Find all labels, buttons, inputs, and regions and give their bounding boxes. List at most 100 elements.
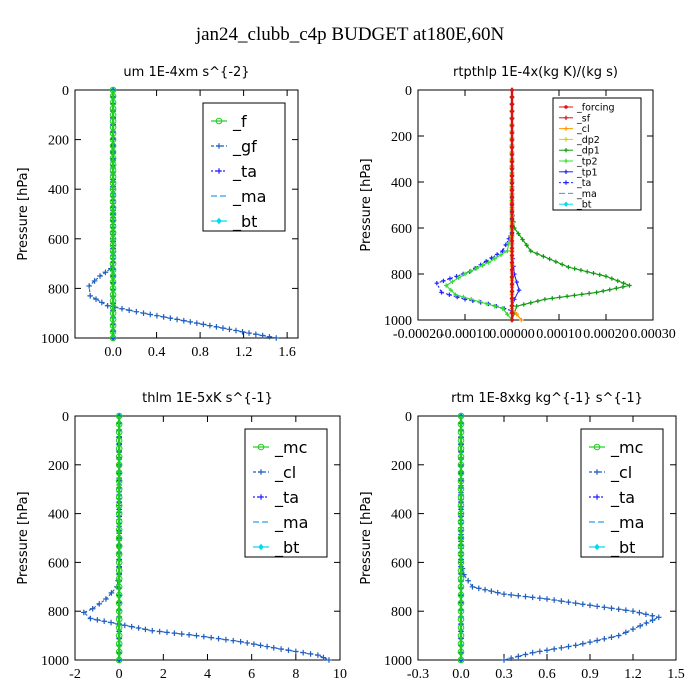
data-point: [96, 601, 103, 607]
legend-marker: [563, 158, 569, 164]
data-point: [521, 302, 526, 307]
data-point: [109, 123, 117, 131]
legend-label: _ma: [232, 187, 266, 207]
y-tick-label: 200: [48, 134, 69, 149]
data-point: [510, 181, 514, 186]
data-point: [559, 262, 565, 267]
x-tick-label: 0.00000: [489, 327, 535, 342]
data-point: [510, 88, 514, 92]
data-point: [239, 329, 246, 335]
legend-label: _tp1: [576, 167, 598, 178]
data-point: [194, 320, 200, 326]
data-point: [122, 622, 128, 629]
data-point: [587, 291, 592, 296]
data-point: [253, 331, 259, 338]
x-tick-label: 1.2: [235, 345, 253, 360]
legend-marker: [563, 126, 569, 131]
legend-marker: [563, 148, 569, 153]
data-point: [259, 332, 266, 339]
data-point: [488, 588, 495, 594]
plot-frame: [417, 89, 654, 321]
legend-marker: [563, 137, 569, 142]
legend-marker: [257, 443, 265, 451]
data-point: [109, 185, 117, 193]
data-point: [501, 657, 507, 663]
legend-label: _bt: [232, 212, 257, 232]
x-tick-label: 0.0: [452, 667, 470, 682]
data-point: [580, 601, 586, 608]
data-point: [109, 99, 117, 106]
data-point: [580, 640, 586, 647]
data-point: [115, 648, 123, 656]
data-point: [510, 239, 514, 243]
data-point: [109, 210, 117, 218]
data-point: [457, 640, 465, 648]
data-point: [457, 599, 465, 607]
legend-marker: [563, 180, 569, 185]
data-point: [637, 623, 643, 629]
data-point: [266, 333, 273, 340]
plot-frame: [74, 89, 299, 339]
legend: _mc _cl _ta _ma _bt: [580, 428, 664, 558]
data-point: [97, 273, 103, 279]
data-point: [515, 653, 522, 660]
data-point: [528, 248, 533, 254]
data-point: [215, 635, 222, 642]
data-point: [501, 591, 507, 597]
data-point: [109, 111, 117, 119]
data-point: [519, 317, 524, 323]
data-point: [630, 626, 636, 632]
y-tick-label: 0: [62, 84, 69, 99]
data-point: [115, 575, 123, 582]
data-point: [457, 526, 465, 534]
data-point: [537, 648, 543, 655]
x-tick-label: 0.6: [538, 667, 556, 682]
y-tick-label: 800: [48, 282, 69, 297]
data-point: [510, 246, 514, 250]
legend: _mc _cl _ta _ma _bt: [244, 428, 328, 558]
data-point: [171, 630, 178, 636]
data-point: [486, 260, 491, 265]
data-point: [126, 307, 132, 314]
data-point: [223, 636, 229, 643]
data-point: [109, 235, 117, 243]
data-point: [142, 626, 149, 633]
legend-marker: [258, 469, 264, 475]
data-point: [213, 324, 220, 330]
data-point: [510, 109, 514, 114]
data-point: [180, 317, 187, 324]
data-point: [614, 286, 619, 291]
legend-box: [552, 97, 642, 211]
y-axis-label: Pressure [hPa]: [16, 491, 31, 584]
data-point: [484, 301, 490, 307]
data-point: [476, 299, 482, 304]
data-point: [544, 596, 550, 602]
data-point: [457, 632, 465, 639]
data-point: [457, 502, 465, 509]
series-mc: [457, 412, 465, 664]
data-point: [119, 305, 125, 312]
legend-label: _ta: [610, 488, 635, 508]
legend-label: _mc: [274, 438, 307, 458]
data-point: [615, 606, 622, 613]
data-point: [572, 266, 577, 271]
legend-label: _bt: [274, 538, 299, 558]
data-point: [103, 596, 109, 602]
y-tick-label: 200: [48, 459, 69, 474]
y-tick-label: 1000: [41, 654, 69, 669]
data-point: [510, 152, 514, 157]
series-f: [109, 86, 117, 342]
y-axis-label: Pressure [hPa]: [16, 167, 31, 260]
data-point: [623, 607, 629, 614]
data-point: [109, 254, 117, 261]
data-point: [115, 485, 123, 493]
data-point: [510, 210, 514, 214]
data-point: [608, 634, 615, 641]
data-point: [246, 330, 252, 336]
data-point: [494, 252, 500, 257]
chart-panel-2: rtpthlp 1E-4x(kg K)/(kg s) 0 200 400 600 800 1…: [359, 65, 676, 342]
data-point: [510, 267, 514, 272]
data-point: [448, 287, 454, 293]
data-point: [109, 322, 117, 329]
data-point: [474, 266, 479, 271]
